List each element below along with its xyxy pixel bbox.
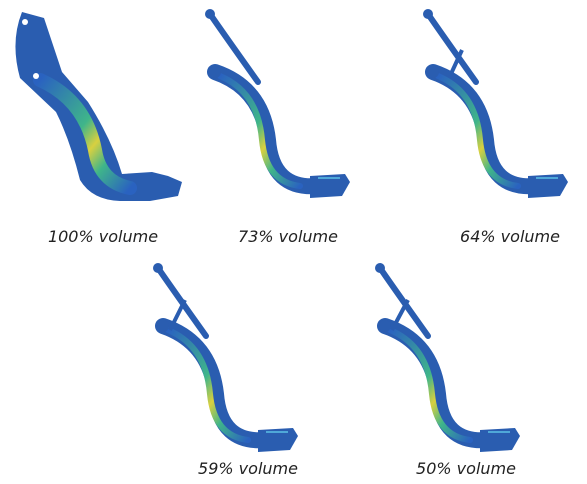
- pedal-100: [15, 12, 182, 201]
- pedal-64: [423, 9, 568, 198]
- caption: 73% volume: [238, 227, 338, 246]
- caption: 100% volume: [48, 227, 158, 246]
- caption: 64% volume: [460, 227, 560, 246]
- caption: 50% volume: [416, 459, 516, 478]
- pedal-50: [375, 263, 520, 452]
- pedal-73: [205, 9, 350, 198]
- pedal-59: [153, 263, 298, 452]
- figure: 100% volume 73% volume 64% volume 59% vo…: [0, 0, 587, 484]
- caption: 59% volume: [198, 459, 298, 478]
